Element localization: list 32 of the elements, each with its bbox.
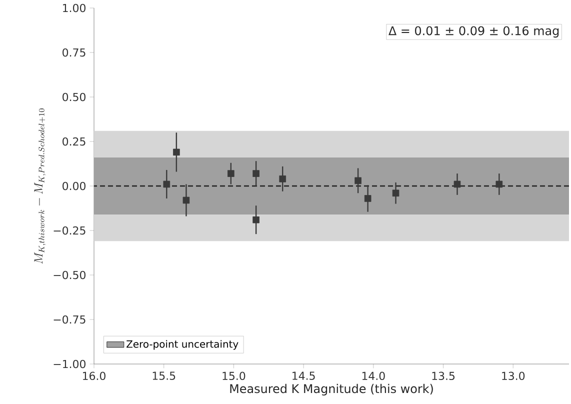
point (279, 175, 286, 182)
point (354, 177, 362, 184)
legend-label: Zero-point uncertainty (126, 340, 238, 350)
y-tick-label: 1.00 (63, 4, 86, 12)
y-tick-label: 0.50 (62, 92, 86, 102)
y-tick-label: 0.75 (62, 48, 86, 57)
y-axis-title: $M_{K, thiswork} - M_{K, Pred. Schodel + 10}$ (34, 108, 46, 264)
y-tick-label: −1.00 (54, 360, 86, 368)
point (182, 196, 190, 204)
point (252, 216, 260, 224)
y-tick-label: 0.00 (62, 182, 86, 190)
x-tick-label: 15.5 (152, 372, 176, 380)
point (252, 170, 260, 177)
annotation: Δ = 0.01 ± 0.09 ± 0.16 mag (388, 26, 559, 38)
point (228, 170, 234, 177)
point (364, 195, 372, 202)
y-tick-label: −0.75 (54, 315, 86, 324)
x-tick-label: 14.0 (362, 372, 385, 380)
x-tick-label: 15.0 (222, 372, 246, 380)
point (173, 148, 180, 156)
y-tick-label: −0.25 (54, 226, 86, 235)
x-axis-title: Measured K Magnitude (this work) (230, 384, 433, 396)
y-tick-label: −0.50 (54, 270, 86, 280)
y-tick-label: 0.25 (62, 137, 86, 146)
point (496, 180, 503, 188)
point (454, 180, 461, 188)
x-tick-label: 16.0 (83, 372, 106, 380)
x-tick-label: 14.5 (292, 372, 315, 380)
point (163, 180, 170, 188)
x-tick-label: 13.0 (502, 372, 525, 380)
point (392, 190, 400, 197)
x-tick-label: 13.5 (432, 372, 455, 380)
